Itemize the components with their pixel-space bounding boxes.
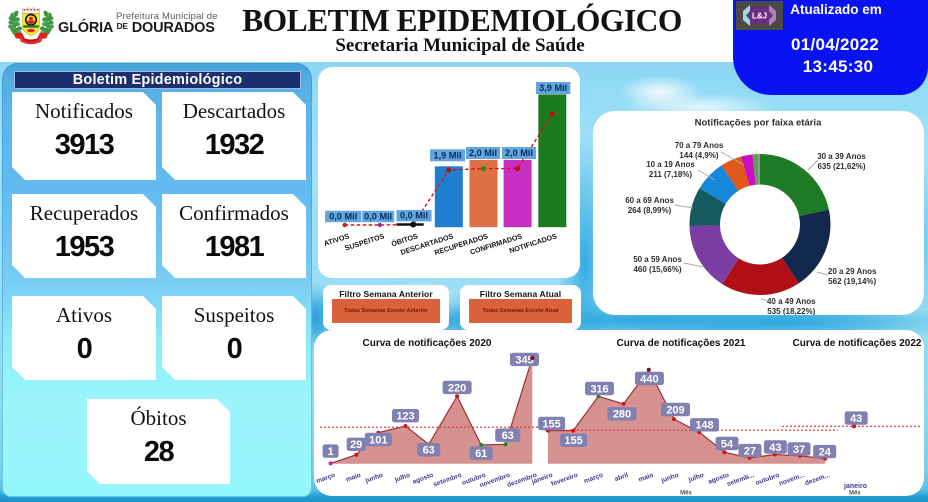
svg-text:155: 155 (542, 418, 560, 430)
svg-text:2,0 Mil: 2,0 Mil (469, 148, 497, 158)
svg-text:54: 54 (721, 438, 734, 450)
svg-text:440: 440 (640, 373, 658, 385)
svg-text:maio: maio (638, 472, 655, 484)
svg-text:setembro: setembro (432, 472, 462, 489)
svg-text:101: 101 (369, 434, 387, 446)
svg-text:0,0 Mil: 0,0 Mil (329, 211, 357, 221)
svg-text:144 (4,9%): 144 (4,9%) (679, 151, 718, 160)
svg-text:junho: junho (364, 472, 384, 485)
svg-text:março: março (315, 472, 336, 485)
svg-text:SUSPEITOS: SUSPEITOS (344, 231, 386, 252)
svg-text:535 (18,22%): 535 (18,22%) (767, 307, 815, 315)
svg-text:junho: junho (659, 472, 679, 485)
svg-text:setemb...: setemb... (726, 472, 755, 488)
svg-text:fevereiro: fevereiro (550, 472, 579, 488)
svg-text:10 a 19 Anos: 10 a 19 Anos (646, 160, 695, 169)
svg-text:345: 345 (515, 354, 533, 366)
svg-text:123: 123 (396, 411, 414, 423)
svg-text:30 a 39 Anos: 30 a 39 Anos (817, 152, 866, 161)
svg-text:211 (7,18%): 211 (7,18%) (649, 170, 692, 179)
svg-text:43: 43 (850, 413, 862, 425)
svg-text:abril: abril (614, 472, 630, 483)
svg-text:280: 280 (613, 409, 631, 421)
svg-text:Mês: Mês (849, 491, 861, 497)
svg-text:dezem...: dezem... (804, 472, 831, 488)
svg-text:63: 63 (502, 430, 514, 442)
svg-text:148: 148 (695, 420, 713, 432)
svg-text:43: 43 (769, 442, 781, 454)
svg-text:1: 1 (328, 446, 334, 458)
svg-text:3,9 Mil: 3,9 Mil (539, 83, 567, 93)
svg-text:50 a 59 Anos: 50 a 59 Anos (633, 255, 682, 264)
svg-text:29: 29 (350, 439, 362, 451)
svg-text:0,0 Mil: 0,0 Mil (364, 211, 392, 221)
svg-text:agosto: agosto (412, 472, 435, 486)
svg-text:562 (19,14%): 562 (19,14%) (828, 277, 876, 286)
svg-text:julho: julho (687, 472, 705, 484)
svg-text:Mês: Mês (680, 491, 692, 497)
svg-text:janeiro: janeiro (843, 483, 867, 490)
svg-text:460 (15,66%): 460 (15,66%) (633, 265, 681, 274)
svg-text:maio: maio (345, 472, 362, 484)
svg-text:264 (8,99%): 264 (8,99%) (628, 206, 672, 215)
svg-text:61: 61 (475, 448, 487, 460)
svg-text:1,9 Mil: 1,9 Mil (433, 151, 461, 161)
svg-text:27: 27 (744, 446, 756, 458)
svg-text:70 a 79 Anos: 70 a 79 Anos (675, 141, 724, 150)
svg-text:julho: julho (393, 472, 411, 484)
svg-text:Notificações por faixa etária: Notificações por faixa etária (695, 118, 822, 129)
svg-text:220: 220 (448, 382, 466, 394)
svg-text:37: 37 (793, 444, 805, 456)
svg-text:40 a 49 Anos: 40 a 49 Anos (767, 297, 816, 306)
svg-text:24: 24 (819, 447, 832, 459)
svg-text:209: 209 (666, 404, 684, 416)
svg-text:155: 155 (564, 435, 582, 447)
svg-text:60 a 69 Anos: 60 a 69 Anos (625, 196, 674, 205)
svg-text:20 a 29 Anos: 20 a 29 Anos (828, 267, 877, 276)
svg-text:2,0 Mil: 2,0 Mil (505, 148, 533, 158)
svg-text:0,0 Mil: 0,0 Mil (400, 211, 428, 221)
svg-text:novem...: novem... (778, 472, 806, 488)
svg-text:316: 316 (590, 383, 608, 395)
svg-text:63: 63 (423, 445, 435, 457)
svg-text:outubro: outubro (755, 472, 781, 487)
svg-text:março: março (583, 472, 604, 485)
svg-text:635 (21,62%): 635 (21,62%) (817, 162, 865, 171)
svg-text:L&J: L&J (752, 12, 767, 21)
